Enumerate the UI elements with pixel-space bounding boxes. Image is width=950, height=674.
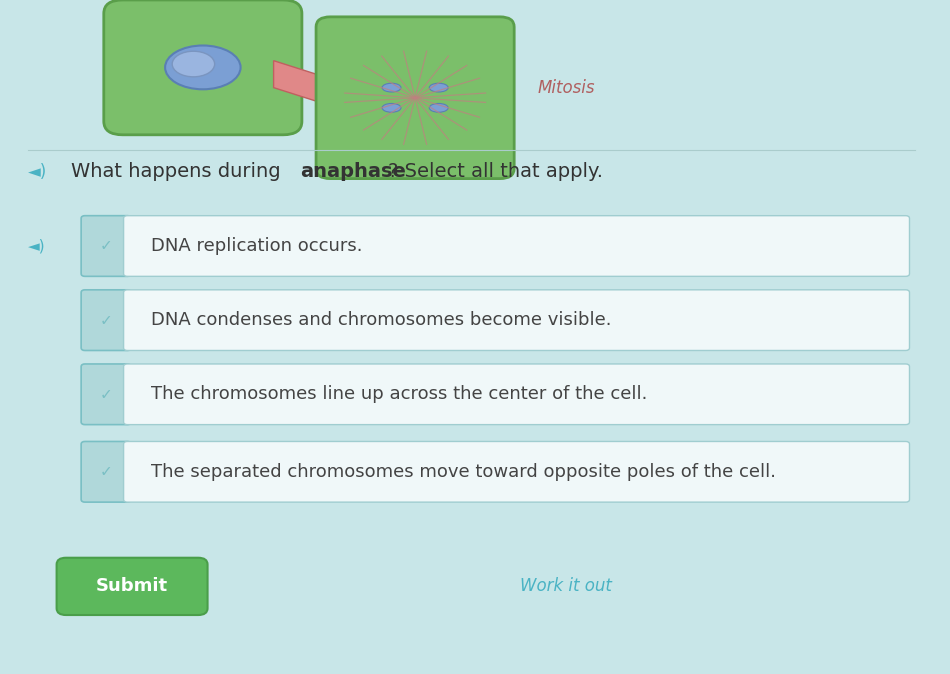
FancyBboxPatch shape [124,441,909,502]
FancyBboxPatch shape [57,558,207,615]
Text: ◄): ◄) [28,239,46,253]
Text: What happens during: What happens during [70,162,287,181]
Text: ✓: ✓ [100,313,112,328]
FancyBboxPatch shape [81,364,131,425]
FancyBboxPatch shape [81,290,131,350]
FancyBboxPatch shape [81,216,131,276]
FancyBboxPatch shape [104,0,302,135]
Polygon shape [274,61,358,115]
Text: ✓: ✓ [100,239,112,253]
Ellipse shape [429,84,448,92]
FancyBboxPatch shape [124,216,909,276]
Text: ✓: ✓ [100,387,112,402]
Ellipse shape [165,46,240,89]
Text: Work it out: Work it out [521,578,612,595]
Text: Mitosis: Mitosis [538,79,596,96]
FancyBboxPatch shape [81,441,131,502]
Text: ◄): ◄) [28,163,48,181]
FancyBboxPatch shape [124,290,909,350]
Ellipse shape [382,104,401,112]
Text: ? Select all that apply.: ? Select all that apply. [388,162,602,181]
Text: anaphase: anaphase [300,162,406,181]
Ellipse shape [429,104,448,112]
Text: Submit: Submit [96,578,168,595]
FancyBboxPatch shape [316,17,514,179]
FancyBboxPatch shape [124,364,909,425]
Text: DNA replication occurs.: DNA replication occurs. [151,237,363,255]
Text: The separated chromosomes move toward opposite poles of the cell.: The separated chromosomes move toward op… [151,463,776,481]
Text: ✓: ✓ [100,464,112,479]
Ellipse shape [172,51,215,77]
Ellipse shape [382,84,401,92]
Text: DNA condenses and chromosomes become visible.: DNA condenses and chromosomes become vis… [151,311,612,329]
Text: The chromosomes line up across the center of the cell.: The chromosomes line up across the cente… [151,386,647,403]
